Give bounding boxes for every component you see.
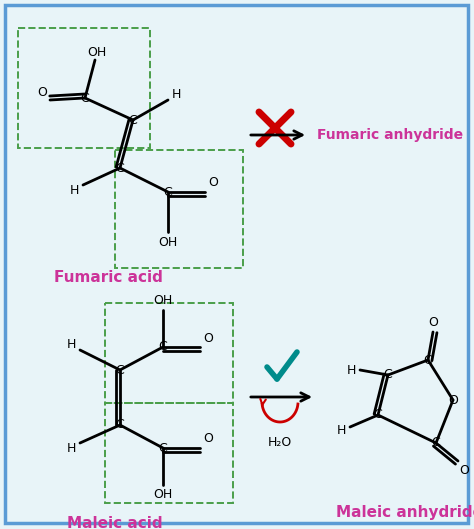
Bar — [105, 303, 233, 403]
Text: H: H — [66, 442, 76, 454]
Text: C: C — [116, 363, 124, 377]
Text: O: O — [203, 332, 213, 344]
Text: OH: OH — [87, 45, 107, 59]
Text: H₂O: H₂O — [268, 435, 292, 449]
Text: OH: OH — [158, 235, 178, 249]
Text: C: C — [424, 353, 432, 367]
Text: OH: OH — [154, 488, 173, 501]
Text: C: C — [159, 442, 167, 454]
Text: C: C — [128, 114, 137, 126]
Text: C: C — [159, 341, 167, 353]
Bar — [115, 150, 243, 268]
Bar — [18, 28, 150, 148]
Text: C: C — [383, 369, 392, 381]
Text: O: O — [448, 394, 458, 406]
Text: H: H — [66, 339, 76, 351]
Text: Maleic anhydride: Maleic anhydride — [337, 506, 474, 521]
Text: O: O — [37, 86, 47, 98]
Text: H: H — [171, 88, 181, 102]
Bar — [105, 403, 233, 503]
Text: H: H — [337, 424, 346, 436]
Text: H: H — [346, 363, 356, 377]
Text: Fumaric anhydride: Fumaric anhydride — [317, 128, 463, 142]
Text: OH: OH — [154, 295, 173, 307]
Text: C: C — [116, 161, 124, 175]
Text: C: C — [116, 418, 124, 432]
Text: O: O — [203, 433, 213, 445]
Text: H: H — [69, 184, 79, 196]
Text: C: C — [432, 436, 440, 450]
Text: C: C — [81, 92, 90, 105]
Text: C: C — [164, 186, 173, 198]
Text: Maleic acid: Maleic acid — [67, 515, 163, 529]
Text: O: O — [428, 316, 438, 330]
Text: Fumaric acid: Fumaric acid — [54, 270, 163, 286]
Text: O: O — [459, 463, 469, 477]
Text: C: C — [374, 408, 383, 422]
Text: O: O — [208, 177, 218, 189]
